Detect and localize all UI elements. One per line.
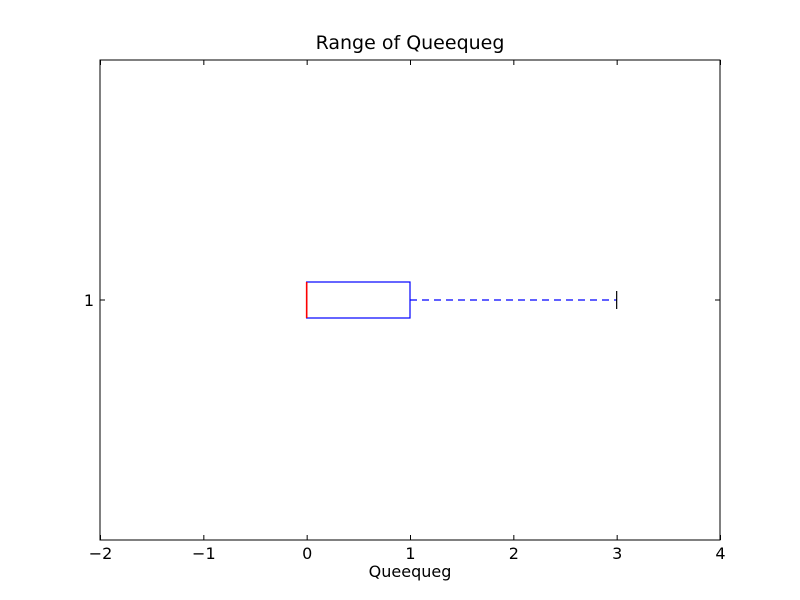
x-tick-label: −2 [89,544,113,563]
x-tick-label: 3 [612,544,622,563]
x-tick-label: −1 [192,544,216,563]
chart-title: Range of Queequeg [316,32,505,54]
box [306,281,411,319]
x-tick-label: 1 [405,544,415,563]
x-tick-label: 0 [302,544,312,563]
plot-area: −2 −1 0 1 2 3 4 1 [84,59,726,563]
x-tick-label: 2 [509,544,519,563]
x-axis-label: Queequeg [369,562,452,581]
y-tick-label: 1 [84,291,94,310]
x-tick-label: 4 [715,544,725,563]
